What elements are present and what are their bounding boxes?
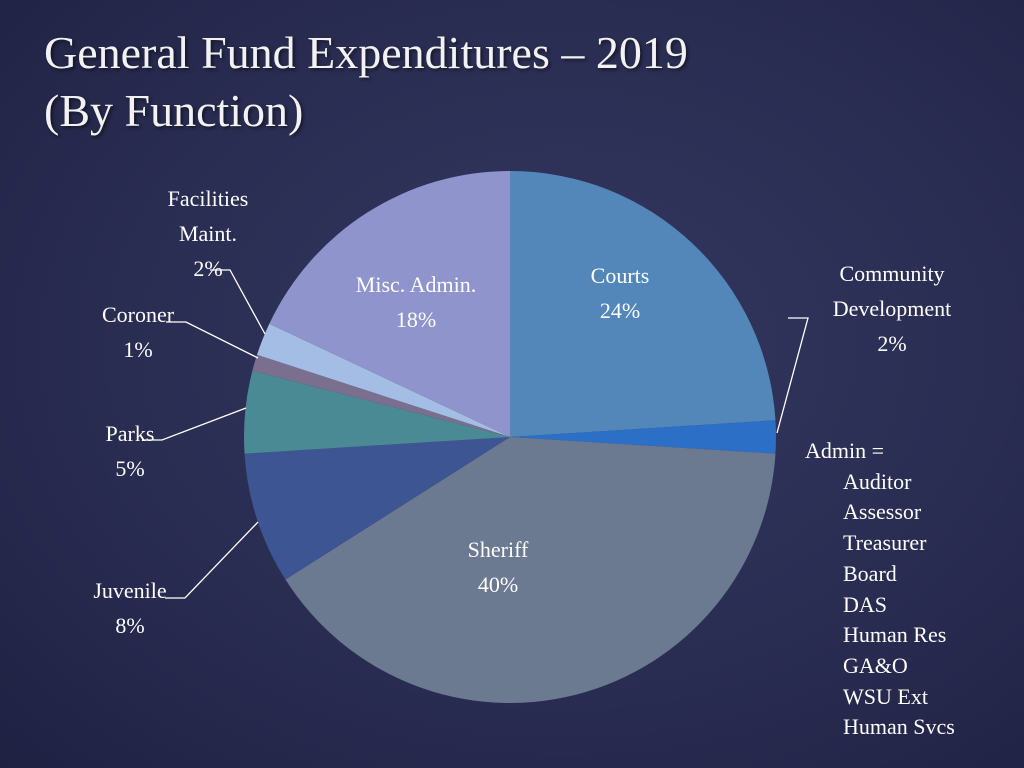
annotation-item: Auditor [843, 468, 912, 494]
annotation-item: Board [843, 560, 897, 586]
chart-title: General Fund Expenditures – 2019 [44, 27, 688, 78]
pie-slice [510, 420, 776, 454]
annotation-item: Assessor [843, 499, 922, 525]
slice-label: Sheriff 40% [423, 532, 573, 602]
annotation: Admin = Auditor Assessor Treasurer Board DAS… [805, 436, 955, 743]
annotation-item: DAS [843, 591, 888, 617]
pie-slice [244, 437, 510, 580]
category-label: Community Development [832, 261, 952, 321]
pie-slice [252, 354, 510, 437]
category-label: Misc. Admin. [355, 272, 477, 297]
slice-label: Coroner 1% [78, 297, 198, 367]
annotation-item: Human Svcs [843, 714, 955, 740]
slice-label: Juvenile 8% [70, 573, 190, 643]
annotation-title: Admin = [805, 438, 885, 463]
annotation-item: WSU Ext [843, 683, 928, 709]
category-label: Coroner [101, 302, 175, 327]
value-label: 2% [877, 331, 907, 356]
value-label: 2% [193, 256, 223, 281]
pie-slice [257, 323, 510, 437]
value-label: 8% [115, 613, 145, 638]
slice-label: Community Development 2% [802, 256, 982, 361]
value-label: 40% [477, 572, 519, 597]
pie-slice [244, 370, 511, 454]
category-label: Courts [590, 263, 650, 288]
slice-label: Parks 5% [80, 416, 180, 486]
leader-line [165, 521, 259, 599]
category-label: Parks [105, 421, 155, 446]
chart-subtitle: (By Function) [44, 85, 304, 136]
leader-line [210, 269, 266, 335]
category-label: Juvenile [93, 578, 167, 603]
leader-line [776, 317, 809, 434]
category-label: Facilities Maint. [167, 186, 249, 246]
slice-label: Misc. Admin. 18% [326, 267, 506, 337]
title-block: General Fund Expenditures – 2019 (By Fun… [44, 24, 688, 140]
category-label: Sheriff [467, 537, 529, 562]
annotation-item: Human Res [843, 622, 947, 648]
value-label: 1% [123, 337, 153, 362]
leader-line [166, 321, 259, 359]
pie-slice [269, 170, 510, 437]
value-label: 5% [115, 456, 145, 481]
slice-label: Courts 24% [520, 258, 720, 328]
annotation-item: Treasurer [843, 530, 927, 556]
value-label: 24% [599, 298, 641, 323]
pie-slice [285, 437, 776, 703]
leader-line [142, 407, 247, 441]
annotation-item: GA&O [843, 652, 908, 678]
pie-slice [510, 171, 776, 437]
slice-label: Facilities Maint. 2% [153, 181, 263, 286]
value-label: 18% [395, 307, 437, 332]
